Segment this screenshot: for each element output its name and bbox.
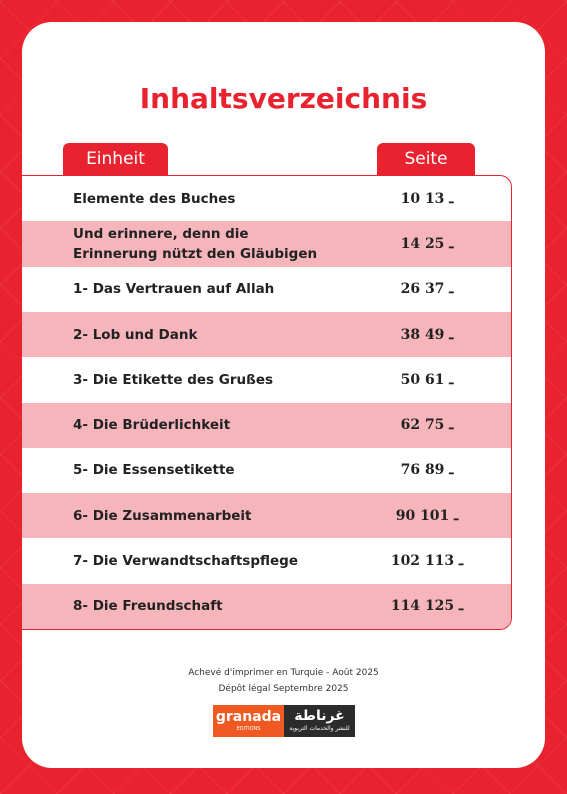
page-range: 26 ـ 37 [400,281,454,298]
table-row: 1- Das Vertrauen auf Allah 26 ـ 37 [22,267,511,312]
table-row: 5- Die Essensetikette 76 ـ 89 [22,448,511,493]
unit-title: 8- Die Freundschaft [73,598,223,615]
unit-header: Einheit [63,143,168,175]
page-range: 38 ـ 49 [400,326,454,343]
table-row: 7- Die Verwandtschaftspflege 102 ـ 113 [22,538,511,583]
page-range: 90 ـ 101 [395,507,459,524]
table-row: Elemente des Buches 10 ـ 13 [22,176,511,221]
page-header: Seite [377,143,475,175]
table-row: Und erinnere, denn die Erinnerung nützt … [22,221,511,267]
unit-title: 7- Die Verwandtschaftspflege [73,553,298,570]
logo-name: granada [215,709,282,725]
page-range: 114 ـ 125 [390,598,464,615]
unit-title: Und erinnere, denn die Erinnerung nützt … [73,225,318,262]
table-row: 8- Die Freundschaft 114 ـ 125 [22,583,511,629]
page-range: 14 ـ 25 [400,235,454,252]
logo-arabic-name: غرناطة [294,708,345,724]
table-row: 3- Die Etikette des Grußes 50 ـ 61 [22,357,511,402]
table-row: 2- Lob und Dank 38 ـ 49 [22,311,511,358]
unit-title: Elemente des Buches [73,190,236,207]
logo-sub: EDITIONS [236,726,261,732]
table-row: 4- Die Brüderlichkeit 62 ـ 75 [22,402,511,448]
logo-latin: granada EDITIONS [213,705,284,737]
logo-arabic-sub: للنشر والخدمات التربوية [289,725,350,732]
unit-title: 4- Die Brüderlichkeit [73,417,231,434]
unit-title: 6- Die Zusammenarbeit [73,507,252,524]
print-note: Achevé d'imprimer en Turquie - Août 2025 [188,668,379,678]
logo-arabic: غرناطة للنشر والخدمات التربوية [284,705,355,737]
unit-title: 1- Das Vertrauen auf Allah [73,281,275,298]
unit-title: 2- Lob und Dank [73,326,198,343]
table-row: 6- Die Zusammenarbeit 90 ـ 101 [22,493,511,539]
unit-title: 5- Die Essensetikette [73,462,235,479]
page-range: 50 ـ 61 [400,371,454,388]
page-range: 62 ـ 75 [400,417,454,434]
page-range: 102 ـ 113 [390,553,464,570]
unit-title: 3- Die Etikette des Grußes [73,371,274,388]
page-range: 76 ـ 89 [400,462,454,479]
page-range: 10 ـ 13 [400,190,454,207]
legal-note: Dépôt légal Septembre 2025 [218,684,349,694]
title: Inhaltsverzeichnis [139,82,428,115]
table: Elemente des Buches 10 ـ 13 Und erinnere, … [22,175,512,630]
